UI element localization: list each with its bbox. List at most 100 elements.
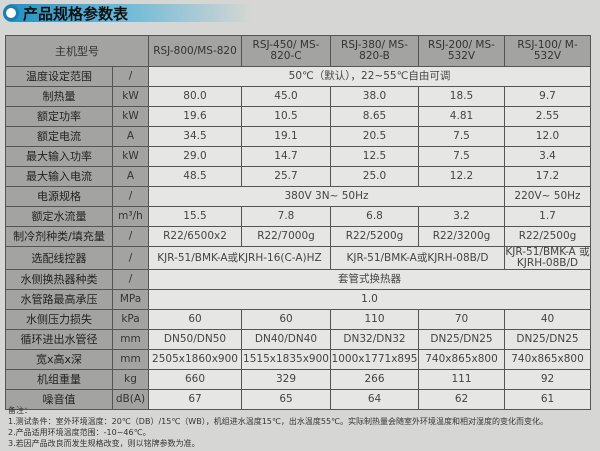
value-cell: 329 xyxy=(241,369,331,390)
table-row: 噪音值 dB(A) 67 65 64 62 61 xyxy=(5,389,591,410)
value-cell: 19.6 xyxy=(148,106,242,127)
row-label: 制冷剂种类/填充量 xyxy=(5,226,113,247)
value-cell: KJR-51/BMK-A 或KJRH-08B/D xyxy=(504,246,591,270)
value-cell: 10.5 xyxy=(241,106,331,127)
value-cell: KJR-51/BMK-A或KJRH-16(C-A)HZ xyxy=(148,246,331,270)
value-cell: 34.5 xyxy=(148,126,242,147)
row-unit: m³/h xyxy=(112,206,149,227)
value-cell: 40 xyxy=(504,309,591,330)
value-cell: 740x865x800 xyxy=(504,349,591,370)
value-cell: 18.5 xyxy=(418,86,505,107)
value-cell: 3.2 xyxy=(418,206,505,227)
value-cell: 29.0 xyxy=(148,146,242,167)
value-cell: 9.7 xyxy=(504,86,591,107)
table-row: 最大输入电流 A 48.5 25.7 25.0 12.2 17.2 xyxy=(5,166,591,187)
header-label: 主机型号 xyxy=(5,35,149,67)
value-cell: 20.5 xyxy=(330,126,419,147)
value-cell: R22/3200g xyxy=(418,226,505,247)
row-label: 额定功率 xyxy=(5,106,113,127)
value-cell: 1515x1835x900 xyxy=(241,349,331,370)
value-cell: 70 xyxy=(418,309,505,330)
table-row: 水侧换热器种类 / 套管式换热器 xyxy=(5,269,591,290)
table-row: 制热量 kW 80.0 45.0 38.0 18.5 9.7 xyxy=(5,86,591,107)
note-line: 3.若因产品改良而发生规格改变，则以铭牌参数为准。 xyxy=(8,439,200,448)
value-cell: 111 xyxy=(418,369,505,390)
value-cell: 1.7 xyxy=(504,206,591,227)
row-unit: A xyxy=(112,166,149,187)
value-cell: 1000x1771x895 xyxy=(330,349,419,370)
value-cell: R22/2500g xyxy=(504,226,591,247)
row-label: 水侧压力损失 xyxy=(5,309,113,330)
value-cell: 25.0 xyxy=(330,166,419,187)
row-label: 机组重量 xyxy=(5,369,113,390)
row-unit: dB(A) xyxy=(112,389,149,410)
model-header: RSJ-450/ MS-820-C xyxy=(241,35,331,67)
row-unit: kPa xyxy=(112,309,149,330)
value-cell: 6.8 xyxy=(330,206,419,227)
table-row: 机组重量 kg 660 329 266 111 92 xyxy=(5,369,591,390)
table-row: 宽x高x深 mm 2505x1860x900 1515x1835x900 1000x17… xyxy=(5,349,591,370)
header-row: 主机型号 RSJ-800/MS-820 RSJ-450/ MS-820-C RSJ-3… xyxy=(5,35,591,67)
value-cell: 92 xyxy=(504,369,591,390)
value-cell: DN50/DN50 xyxy=(148,329,242,350)
value-cell: 62 xyxy=(418,389,505,410)
table-row: 水侧压力损失 kPa 60 60 110 70 40 xyxy=(5,309,591,330)
table-row: 选配线控器 / KJR-51/BMK-A或KJRH-16(C-A)HZ KJR-51/… xyxy=(5,246,591,270)
model-header: RSJ-100/ M-532V xyxy=(504,35,591,67)
table-row: 额定水流量 m³/h 15.5 7.8 6.8 3.2 1.7 xyxy=(5,206,591,227)
spec-table: 主机型号 RSJ-800/MS-820 RSJ-450/ MS-820-C RSJ-3… xyxy=(5,35,591,410)
table-row: 制冷剂种类/填充量 / R22/6500x2 R22/7000g R22/5200g R2… xyxy=(5,226,591,247)
value-cell: 7.5 xyxy=(418,126,505,147)
row-unit: / xyxy=(112,66,149,87)
table-row: 额定电流 A 34.5 19.1 20.5 7.5 12.0 xyxy=(5,126,591,147)
value-cell: 65 xyxy=(241,389,331,410)
value-cell: 19.1 xyxy=(241,126,331,147)
note-line: 2.产品适用环境温度范围：-10~46℃。 xyxy=(8,428,151,437)
row-unit: mm xyxy=(112,329,149,350)
value-cell: 60 xyxy=(241,309,331,330)
value-cell: DN25/DN25 xyxy=(504,329,591,350)
row-label: 温度设定范围 xyxy=(5,66,113,87)
row-label: 额定电流 xyxy=(5,126,113,147)
value-cell: 25.7 xyxy=(241,166,331,187)
row-unit: / xyxy=(112,269,149,290)
row-unit: / xyxy=(112,226,149,247)
table-row: 温度设定范围/50℃（默认），22~55℃自由可调 xyxy=(5,66,591,87)
value-cell: 3.4 xyxy=(504,146,591,167)
value-cell: 15.5 xyxy=(148,206,242,227)
row-label: 选配线控器 xyxy=(5,246,113,270)
value-cell: 740x865x800 xyxy=(418,349,505,370)
table-row: 额定功率 kW 19.6 10.5 8.65 4.81 2.55 xyxy=(5,106,591,127)
value-cell: 61 xyxy=(504,389,591,410)
note-line: 备注： xyxy=(8,406,32,415)
table-row: 电源规格/380V 3N~ 50Hz 220V~ 50Hz xyxy=(5,186,591,207)
value-cell: 12.0 xyxy=(504,126,591,147)
value-cell: 2505x1860x900 xyxy=(148,349,242,370)
row-label: 电源规格 xyxy=(5,186,113,207)
value-cell: 380V 3N~ 50Hz xyxy=(148,186,505,207)
value-cell: 4.81 xyxy=(418,106,505,127)
model-header: RSJ-800/MS-820 xyxy=(148,35,242,67)
row-label: 最大输入电流 xyxy=(5,166,113,187)
value-cell: 14.7 xyxy=(241,146,331,167)
section-title: 产品规格参数表 xyxy=(3,4,253,23)
value-cell: 60 xyxy=(148,309,242,330)
row-label: 噪音值 xyxy=(5,389,113,410)
row-unit: kW xyxy=(112,146,149,167)
table-row: 水管路最高承压 MPa 1.0 xyxy=(5,289,591,310)
value-cell: 8.65 xyxy=(330,106,419,127)
table-row: 最大输入功率 kW 29.0 14.7 12.5 7.5 3.4 xyxy=(5,146,591,167)
value-cell: 38.0 xyxy=(330,86,419,107)
model-header: RSJ-200/ MS-532V xyxy=(418,35,505,67)
value-cell: 64 xyxy=(330,389,419,410)
title-text: 产品规格参数表 xyxy=(23,4,129,23)
row-unit: / xyxy=(112,246,149,270)
row-label: 循环进出水管径 xyxy=(5,329,113,350)
value-cell: KJR-51/BMK-A或KJRH-08B/D xyxy=(330,246,505,270)
value-cell: R22/5200g xyxy=(330,226,419,247)
value-cell: 17.2 xyxy=(504,166,591,187)
value-cell: 2.55 xyxy=(504,106,591,127)
value-cell: 7.8 xyxy=(241,206,331,227)
row-unit: kW xyxy=(112,106,149,127)
value-cell: R22/6500x2 xyxy=(148,226,242,247)
